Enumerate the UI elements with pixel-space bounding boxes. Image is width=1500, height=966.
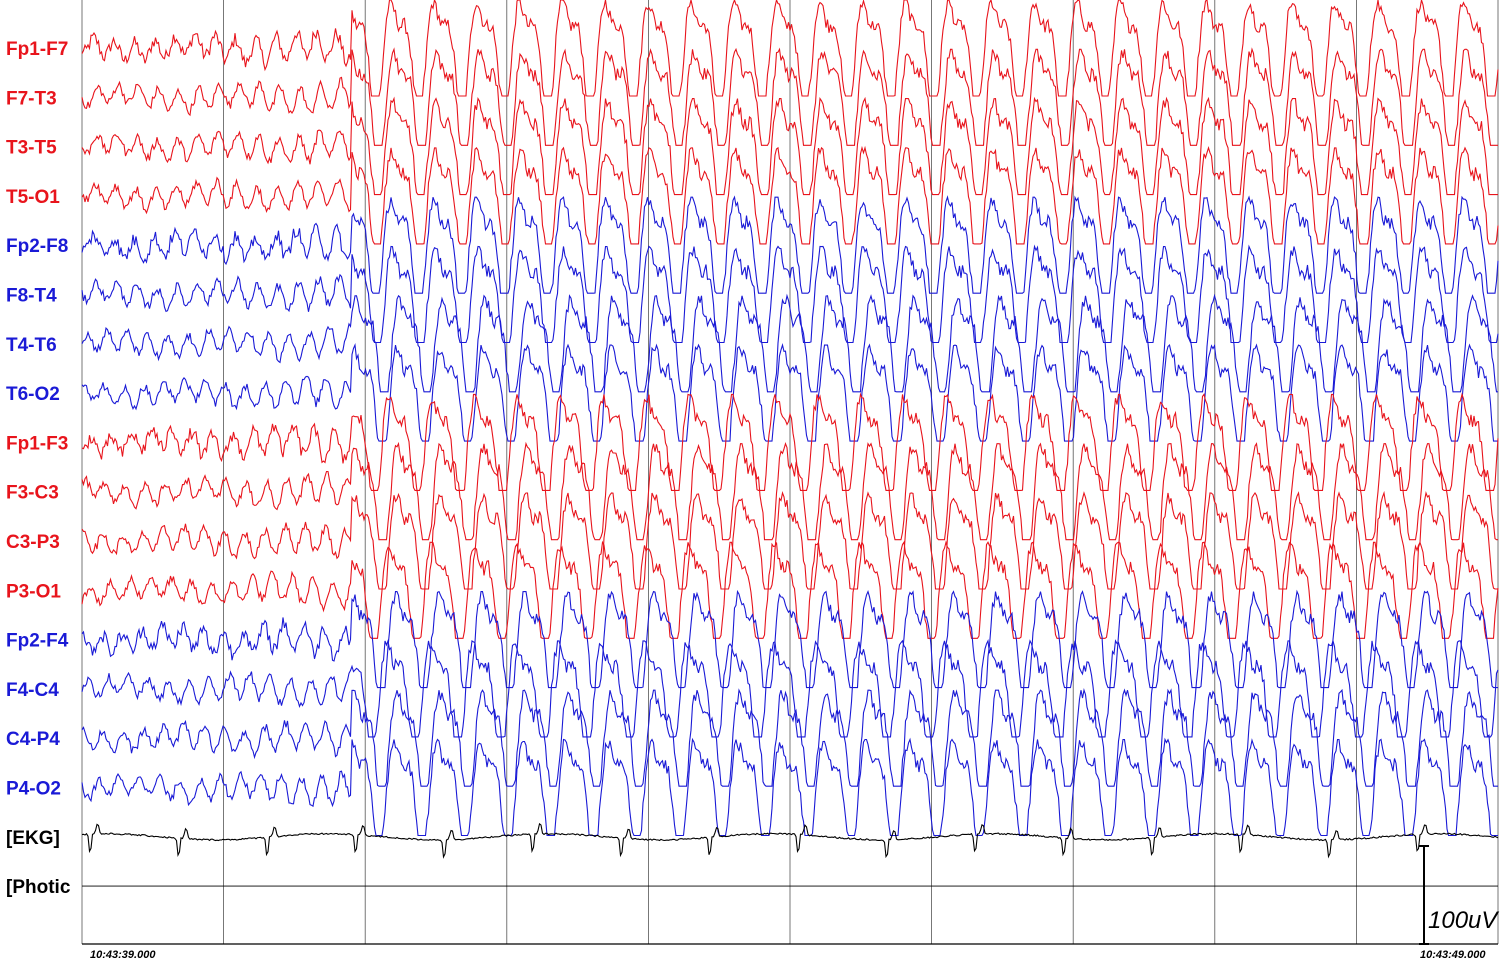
channel-label: P4-O2 xyxy=(6,779,61,800)
trace-fp1f3 xyxy=(81,392,1499,491)
channel-label: T3-T5 xyxy=(6,138,57,159)
trace-c4p4 xyxy=(81,688,1498,787)
trace-p4o2 xyxy=(81,737,1498,837)
trace-fp1f7 xyxy=(81,0,1499,97)
scale-bar-label: 100uV xyxy=(1428,907,1499,934)
channel-label: Fp2-F4 xyxy=(6,631,69,652)
trace-t6o2 xyxy=(81,343,1498,442)
channel-label: C3-P3 xyxy=(6,532,60,553)
channel-label: Fp1-F7 xyxy=(6,39,68,60)
channel-label: F3-C3 xyxy=(6,483,59,504)
channel-label: F4-C4 xyxy=(6,680,59,701)
trace-f3c3 xyxy=(81,441,1498,541)
time-end-label: 10:43:49.000 xyxy=(1420,949,1486,961)
eeg-traces xyxy=(81,0,1499,859)
trace-f8t4 xyxy=(81,244,1499,344)
channel-label: [EKG] xyxy=(6,828,60,849)
trace-t3t5 xyxy=(81,96,1498,196)
channel-label: [Photic xyxy=(6,877,71,898)
trace-ekg xyxy=(81,822,1499,859)
channel-label: Fp1-F3 xyxy=(6,433,68,454)
trace-t5o1 xyxy=(81,145,1499,245)
channel-label: F8-T4 xyxy=(6,286,57,307)
time-start-label: 10:43:39.000 xyxy=(90,949,156,961)
trace-f4c4 xyxy=(81,638,1499,738)
channel-label: T6-O2 xyxy=(6,384,60,405)
trace-f7t3 xyxy=(81,47,1498,146)
channel-label: F7-T3 xyxy=(6,88,57,109)
channel-label: T4-T6 xyxy=(6,335,57,356)
channel-labels: Fp1-F7 F7-T3 T3-T5 T5-O1 Fp2-F8 F8-T4 T4-T6 T6-… xyxy=(6,39,71,898)
trace-p3o1 xyxy=(81,540,1499,639)
trace-c3p3 xyxy=(81,490,1498,590)
channel-label: C4-P4 xyxy=(6,729,60,750)
channel-label: P3-O1 xyxy=(6,581,61,602)
trace-t4t6 xyxy=(81,293,1498,393)
channel-label: Fp2-F8 xyxy=(6,236,68,257)
trace-fp2f4 xyxy=(81,589,1498,689)
time-grid xyxy=(81,0,1499,945)
scale-bar: 100uV xyxy=(1419,845,1499,945)
trace-fp2f8 xyxy=(81,195,1499,294)
channel-label: T5-O1 xyxy=(6,187,60,208)
